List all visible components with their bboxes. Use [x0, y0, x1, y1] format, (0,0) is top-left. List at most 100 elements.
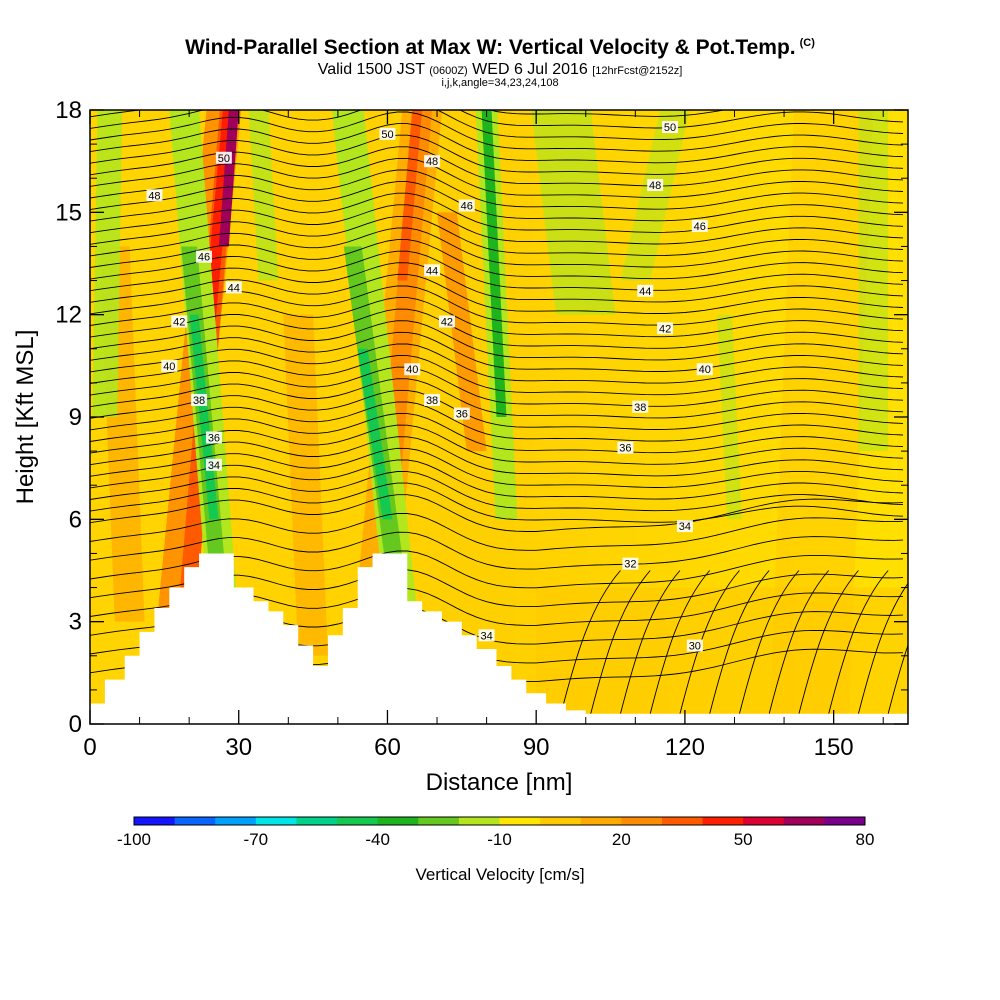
theta-contour-line — [90, 227, 904, 268]
theta-contour-line — [739, 570, 800, 714]
theta-contour-label: 32 — [622, 557, 639, 571]
contour-labels: 30 32 34 34 34 36 36 36 38 38 38 40 40 40 42 42 42 44 44 44… — [146, 121, 713, 653]
grid-info: i,j,k,angle=34,23,24,108 — [441, 77, 559, 89]
svg-text:42: 42 — [173, 316, 185, 328]
theta-contour-label: 50 — [379, 127, 396, 141]
theta-contour-label: 46 — [458, 199, 475, 213]
downdraft-band — [248, 110, 279, 281]
svg-text:38: 38 — [426, 395, 438, 407]
svg-text:42: 42 — [441, 316, 453, 328]
theta-contour-label: 38 — [191, 393, 208, 407]
theta-contour-label: 46 — [196, 250, 213, 264]
svg-text:46: 46 — [694, 221, 706, 233]
theta-contour-label: 30 — [686, 639, 703, 653]
colorbar-swatch — [702, 817, 744, 825]
downdraft-band — [481, 110, 507, 417]
colorbar-swatch — [499, 817, 541, 825]
theta-contour-line — [90, 111, 904, 152]
colorbar-tick-label: -70 — [244, 830, 269, 849]
theta-contour-label: 42 — [657, 322, 674, 335]
theta-contour-label: 44 — [424, 264, 441, 277]
theta-contour-line — [709, 570, 770, 714]
y-tick-label: 18 — [55, 97, 82, 124]
theta-contour-label: 48 — [647, 179, 664, 192]
theta-contour-line — [768, 570, 830, 714]
updraft-band — [397, 110, 423, 281]
downdraft-band — [357, 348, 393, 520]
svg-text:50: 50 — [218, 153, 230, 165]
colorbar-tick-label: -100 — [117, 830, 151, 849]
theta-contour-line — [90, 239, 904, 280]
chart-subtitle: Valid 1500 JST (0600Z) WED 6 Jul 2016 [1… — [317, 61, 683, 78]
theta-contour-label: 44 — [637, 284, 654, 298]
velocity-field — [92, 110, 908, 724]
colorbar-tick-label: 50 — [734, 830, 753, 849]
colorbar-tick-label: -40 — [365, 830, 390, 849]
colorbar-swatch — [621, 817, 663, 825]
theta-contour-label: 40 — [161, 359, 178, 373]
theta-contour-line — [90, 204, 904, 245]
svg-text:44: 44 — [639, 286, 651, 298]
theta-contour-label: 34 — [205, 458, 222, 472]
theta-contour-line — [90, 436, 904, 477]
y-tick-label: 12 — [55, 302, 82, 329]
theta-contour-label: 48 — [424, 155, 441, 168]
x-tick-label: 120 — [665, 734, 705, 761]
theta-contour-label: 38 — [632, 400, 649, 414]
downdraft-band — [717, 314, 742, 520]
x-tick-label: 150 — [814, 734, 854, 761]
theta-contour-line — [90, 482, 904, 523]
theta-contour-line — [90, 110, 904, 141]
theta-contour-line — [488, 110, 904, 117]
downdraft-band — [620, 110, 690, 281]
x-axis-label: Distance [nm] — [426, 769, 573, 796]
colorbar-swatch — [824, 817, 866, 825]
theta-contour-line — [90, 308, 904, 349]
theta-contour-label: 38 — [424, 393, 441, 407]
colorbar-swatch — [215, 817, 257, 825]
theta-contour-line — [90, 401, 904, 442]
theta-contour-label: 50 — [215, 151, 232, 165]
svg-text:42: 42 — [659, 323, 671, 335]
svg-text:48: 48 — [649, 180, 661, 192]
theta-contour-line — [90, 366, 904, 407]
theta-contour-line — [90, 331, 904, 372]
theta-contour-line — [857, 582, 908, 714]
theta-contour-line — [679, 570, 740, 714]
theta-contour-line — [90, 343, 904, 384]
colorbar-swatch — [540, 817, 582, 825]
theta-contour-line — [90, 123, 904, 164]
colorbar-tick-label: -10 — [487, 830, 512, 849]
theta-contour-label: 42 — [438, 315, 455, 328]
theta-contour-line — [90, 250, 904, 291]
theta-contour-label: 44 — [225, 281, 242, 294]
svg-text:34: 34 — [208, 460, 220, 472]
colorbar-tick-label: 20 — [612, 830, 631, 849]
y-tick-label: 0 — [69, 711, 82, 738]
svg-text:36: 36 — [619, 443, 631, 455]
theta-contour-line — [90, 531, 904, 570]
colorbar-label: Vertical Velocity [cm/s] — [415, 865, 584, 884]
theta-contour-line — [649, 570, 711, 714]
y-tick-label: 15 — [55, 199, 82, 226]
theta-contour-line — [90, 215, 904, 257]
plot-area: 30 32 34 34 34 36 36 36 38 38 38 40 40 40 42 42 42 44 44 44… — [90, 110, 908, 724]
theta-contour-line — [90, 378, 904, 419]
svg-text:48: 48 — [148, 190, 160, 202]
theta-contour-line — [90, 134, 904, 175]
svg-text:48: 48 — [426, 156, 438, 168]
svg-text:46: 46 — [461, 201, 473, 213]
theta-contour-line — [90, 513, 904, 551]
svg-text:30: 30 — [689, 641, 701, 653]
theta-contour-line — [90, 389, 904, 430]
downdraft-band — [531, 110, 616, 315]
svg-text:44: 44 — [228, 282, 240, 294]
colorbar-swatch — [255, 817, 297, 825]
theta-contour-label: 36 — [617, 441, 634, 455]
theta-contour-label: 46 — [691, 219, 708, 233]
theta-contour-line — [90, 297, 904, 338]
colorbar-swatch — [661, 817, 704, 825]
colorbar-swatch — [458, 817, 500, 825]
theta-contour-line — [90, 471, 904, 512]
theta-contour-line — [90, 285, 904, 326]
